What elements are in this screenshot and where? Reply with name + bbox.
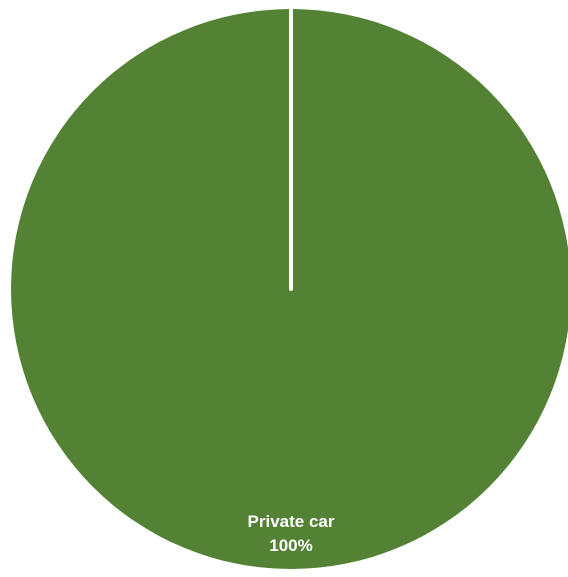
slice-label-category: Private car xyxy=(248,512,335,531)
pie-slices xyxy=(11,7,568,569)
slice-label-percent: 100% xyxy=(269,536,312,555)
slice-labels: Private car 100% xyxy=(248,512,335,555)
